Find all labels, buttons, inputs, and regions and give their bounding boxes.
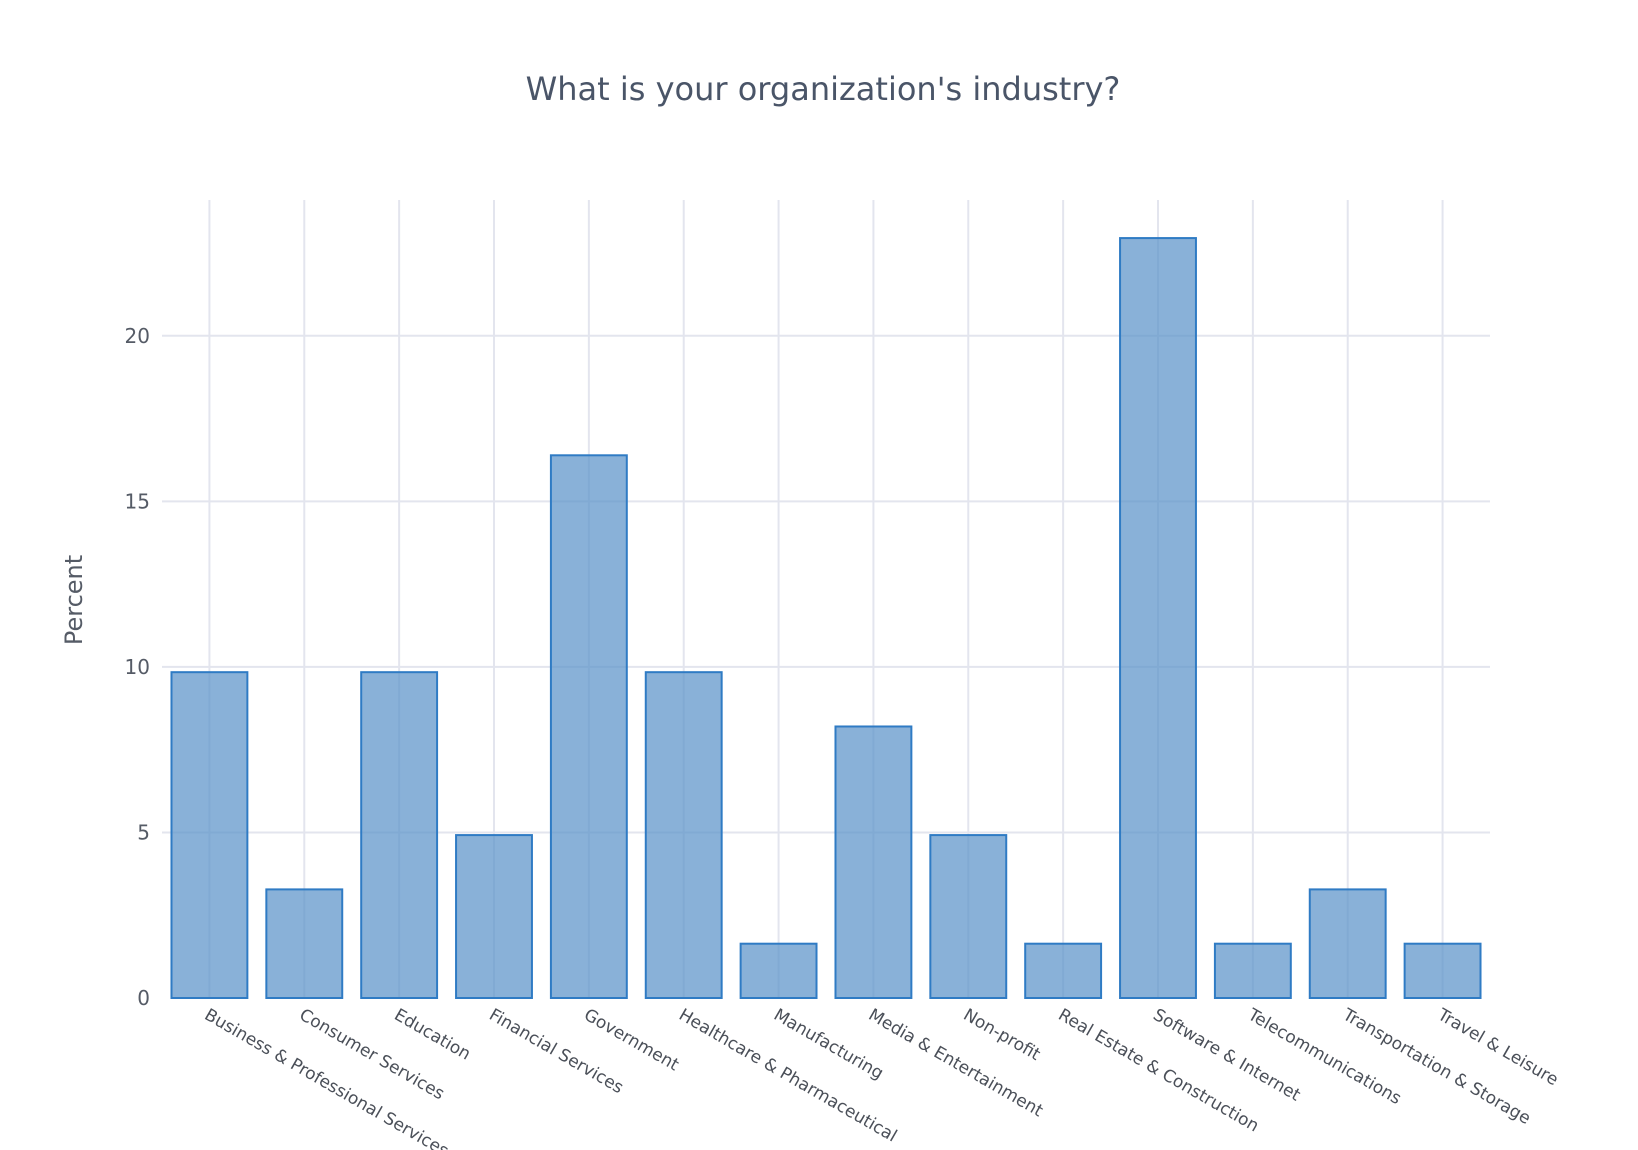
y-tick-label: 15 bbox=[125, 489, 150, 513]
bar bbox=[1403, 942, 1482, 1000]
x-tick-label: Telecommunications bbox=[1243, 1005, 1404, 1110]
y-tick-label: 5 bbox=[137, 820, 150, 844]
bar bbox=[644, 671, 723, 1000]
chart-title: What is your organization's industry? bbox=[526, 70, 1121, 108]
bar bbox=[265, 888, 344, 999]
y-tick-label: 0 bbox=[137, 986, 150, 1010]
y-tick-label: 10 bbox=[125, 655, 150, 679]
y-tick-label: 20 bbox=[125, 324, 150, 348]
bar bbox=[455, 834, 533, 1000]
bar-layer bbox=[170, 237, 1482, 1000]
bar bbox=[929, 834, 1008, 1000]
bar bbox=[1024, 942, 1103, 1000]
bar bbox=[549, 454, 628, 999]
x-tick-label: Education bbox=[391, 1005, 474, 1065]
y-tick-layer: 0 5 10 15 20 bbox=[125, 324, 150, 1010]
bar bbox=[1119, 237, 1197, 999]
x-tick-layer: Business & Professional ServicesConsumer… bbox=[201, 1005, 1562, 1150]
bar bbox=[1308, 888, 1387, 999]
bar bbox=[360, 671, 439, 1000]
bar bbox=[834, 725, 913, 999]
y-axis-title: Percent bbox=[60, 555, 88, 645]
x-tick-label: Non-profit bbox=[960, 1005, 1044, 1065]
bar bbox=[739, 942, 818, 1000]
x-tick-label: Media & Entertainment bbox=[865, 1005, 1047, 1121]
bar bbox=[170, 671, 249, 1000]
bar bbox=[1213, 942, 1292, 1000]
